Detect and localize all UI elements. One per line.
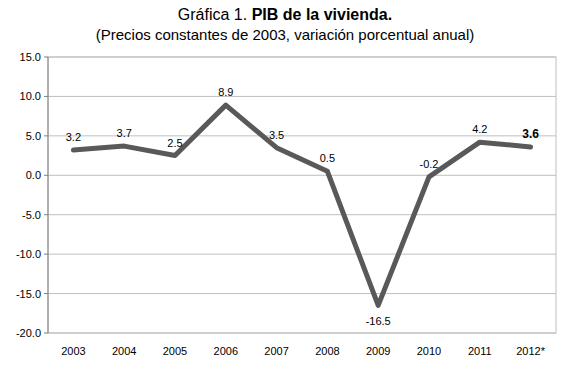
- y-axis: [48, 57, 49, 333]
- title: Gráfica 1. PIB de la vivienda.: [178, 6, 392, 23]
- y-tick: [44, 293, 48, 294]
- data-label: 8.9: [218, 86, 233, 98]
- x-tick-label: 2010: [417, 345, 441, 357]
- grid-line: [48, 333, 556, 334]
- y-tick-label: 10.0: [20, 90, 41, 102]
- subtitle: (Precios constantes de 2003, variación p…: [96, 26, 475, 43]
- y-tick-label: -20.0: [16, 327, 41, 339]
- grid-line: [48, 96, 556, 97]
- grid-line: [48, 175, 556, 176]
- data-label: 4.2: [472, 123, 487, 135]
- y-tick-label: -15.0: [16, 288, 41, 300]
- x-tick-label: 2008: [315, 345, 339, 357]
- y-tick: [44, 214, 48, 215]
- y-tick: [44, 175, 48, 176]
- y-tick: [44, 57, 48, 58]
- y-tick: [44, 333, 48, 334]
- y-tick: [44, 135, 48, 136]
- x-tick-label: 2009: [366, 345, 390, 357]
- data-label: -16.5: [366, 315, 391, 327]
- plot-group: [73, 105, 530, 305]
- data-label: 0.5: [320, 152, 335, 164]
- title-part: Gráfica 1.: [178, 6, 252, 23]
- data-label: -0.2: [420, 158, 439, 170]
- line: [73, 105, 530, 305]
- x-tick-label: 2005: [163, 345, 187, 357]
- x-tick-label: 2004: [112, 345, 136, 357]
- y-tick-label: 5.0: [26, 130, 41, 142]
- plot-frame: [48, 57, 556, 333]
- data-label: 3.2: [66, 131, 81, 143]
- data-label: 3.5: [269, 129, 284, 141]
- x-tick-label: 2007: [264, 345, 288, 357]
- x-tick-label: 2006: [214, 345, 238, 357]
- x-tick-label: 2012*: [516, 345, 545, 357]
- data-label: 2.5: [167, 137, 182, 149]
- data-label: 3.7: [117, 127, 132, 139]
- y-tick-label: 0.0: [26, 169, 41, 181]
- grid-line: [48, 57, 556, 58]
- y-tick: [44, 254, 48, 255]
- x-tick-label: 2003: [61, 345, 85, 357]
- y-tick: [44, 96, 48, 97]
- grid-line: [48, 214, 556, 215]
- y-tick-label: -5.0: [22, 209, 41, 221]
- grid-line: [48, 293, 556, 294]
- grid-line: [48, 254, 556, 255]
- y-tick-label: 15.0: [20, 51, 41, 63]
- y-tick-label: -10.0: [16, 248, 41, 260]
- title-part: PIB de la vivienda.: [252, 6, 393, 23]
- x-tick-label: 2011: [468, 345, 492, 357]
- chart: Gráfica 1. PIB de la vivienda. (Precios c…: [0, 0, 570, 375]
- data-label: 3.6: [522, 127, 539, 141]
